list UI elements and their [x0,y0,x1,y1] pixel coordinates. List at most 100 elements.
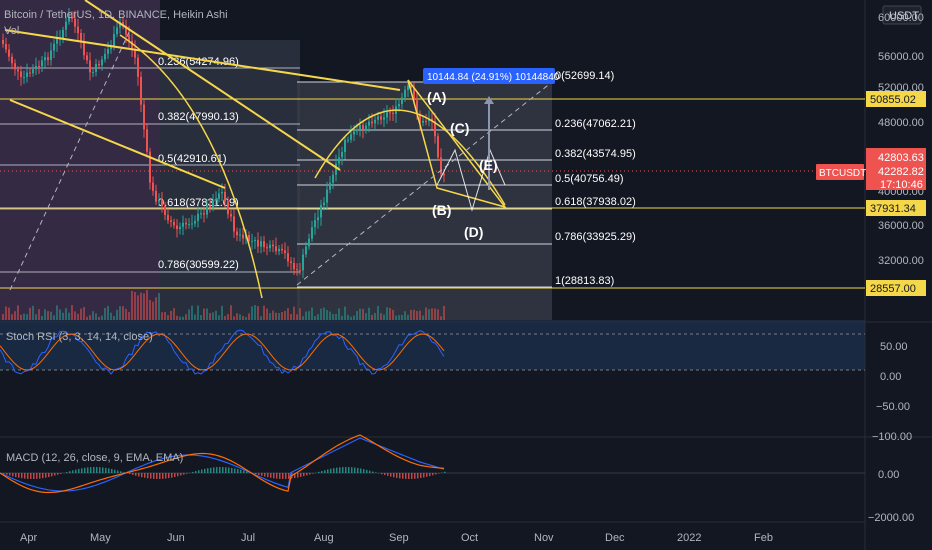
macd-histogram-bar [111,468,113,473]
volume-bar [158,293,160,320]
volume-bar [326,309,328,320]
candle-body [296,269,298,271]
right-arc[interactable] [314,109,506,206]
volume-bar [257,306,259,320]
candle-body [239,234,241,236]
candle-body [269,244,271,249]
macd-histogram-bar [24,473,26,479]
volume-bar [272,310,274,320]
macd-histogram-bar [87,467,89,473]
candle-body [398,103,400,107]
volume-bar [65,308,67,320]
price-axis[interactable]: 60000.00 56000.00 52000.00 48000.00 4000… [878,12,924,267]
candle-body [5,43,7,50]
macd-histogram-bar [408,473,410,479]
volume-bar [17,305,19,320]
macd-histogram-bar [405,473,407,479]
abc-triangle[interactable] [407,79,507,209]
macd-histogram-bar [141,473,143,478]
macd-histogram-bar [75,469,77,473]
macd-histogram-bar [372,471,374,473]
measure-arrow-head [484,96,494,104]
dashed-diagonal[interactable] [296,81,553,286]
volume-bar [368,307,370,320]
symbol-badge: BTCUSDT [819,168,866,179]
candle-body [74,18,76,27]
volume-bar [350,316,352,320]
badge-bg-28557 [866,280,926,296]
macd-histogram-bar [225,467,227,473]
volume-bar [338,308,340,320]
right-fib-label-0618: 0.618(37938.02) [555,196,636,208]
candle-body [38,65,40,67]
macd-panel[interactable]: MACD (12, 26, close, 9, EMA, EMA) 0.00 −… [0,434,914,524]
lower-trendline[interactable] [9,99,226,189]
macd-histogram-bar [96,467,98,473]
macd-histogram-bar [9,473,11,476]
left-trendline-top[interactable] [4,29,401,91]
macd-histogram-bar [348,467,350,473]
volume-bar [122,306,124,320]
volume-bar [347,314,349,320]
volume-bar [77,313,79,320]
candle-body [200,213,202,215]
candle-body [125,25,127,35]
currency-button[interactable]: USDT [882,5,922,25]
candle-body [278,248,280,252]
macd-histogram-bar [72,470,74,473]
volume-bar [335,314,337,320]
candle-body [260,241,262,247]
candle-body [383,117,385,120]
volume-bar [317,314,319,320]
candle-body [128,34,130,42]
left-fib-label-0786: 0.786(30599.22) [158,259,239,271]
macd-histogram-bar [18,473,20,478]
candle-body [254,239,256,241]
price-tick: 36000.00 [878,220,924,232]
macd-histogram-bar [66,472,68,473]
macd-histogram-bar [78,468,80,473]
volume-bar [398,315,400,320]
badge-bg-current [866,148,926,190]
left-fib-zone-right [160,40,300,320]
descending-trendline[interactable] [84,0,341,171]
volume-bar [89,315,91,320]
macd-histogram-bar [147,473,149,479]
measure-badge-text: 10144.84 (24.91%) 10144840 [427,72,560,83]
candle-body [179,226,181,230]
volume-legend[interactable]: Vol [4,25,19,37]
macd-histogram-bar [414,473,416,479]
candle-body [341,152,343,158]
symbol-title[interactable]: Bitcoin / TetherUS, 1D, BINANCE, Heikin … [4,9,228,21]
time-tick: 2022 [677,532,701,544]
left-arc[interactable] [119,34,263,299]
volume-bar [137,295,139,320]
volume-bar [281,312,283,320]
volume-bar [44,309,46,320]
macd-histogram-bar [303,473,305,477]
candle-body [167,215,169,221]
macd-histogram-bar [204,468,206,473]
volume-bar [242,315,244,320]
candle-body [425,120,427,122]
macd-legend[interactable]: MACD (12, 26, close, 9, EMA, EMA) [6,452,183,464]
time-axis[interactable]: Apr May Jun Jul Aug Sep Oct Nov Dec 2022… [20,532,773,544]
candle-body [119,22,121,28]
measure-badge[interactable]: 10144.84 (24.91%) 10144840 [423,68,560,84]
volume-bar [218,315,220,320]
macd-histogram-bar [222,467,224,473]
candle-body [377,116,379,120]
candle-body [164,206,166,216]
volume-bar [143,293,145,320]
dashed-diagonal-left[interactable] [9,29,131,291]
macd-histogram-bar [399,473,401,479]
stoch-rsi-panel[interactable]: Stoch RSI (3, 3, 14, 14, close) 50.00 0.… [0,329,912,443]
stoch-legend[interactable]: Stoch RSI (3, 3, 14, 14, close) [6,331,153,343]
volume-bar [269,313,271,320]
macd-histogram-bar [12,473,14,477]
volume-bar [302,316,304,320]
volume-bar [401,315,403,320]
volume-bar [191,305,193,320]
